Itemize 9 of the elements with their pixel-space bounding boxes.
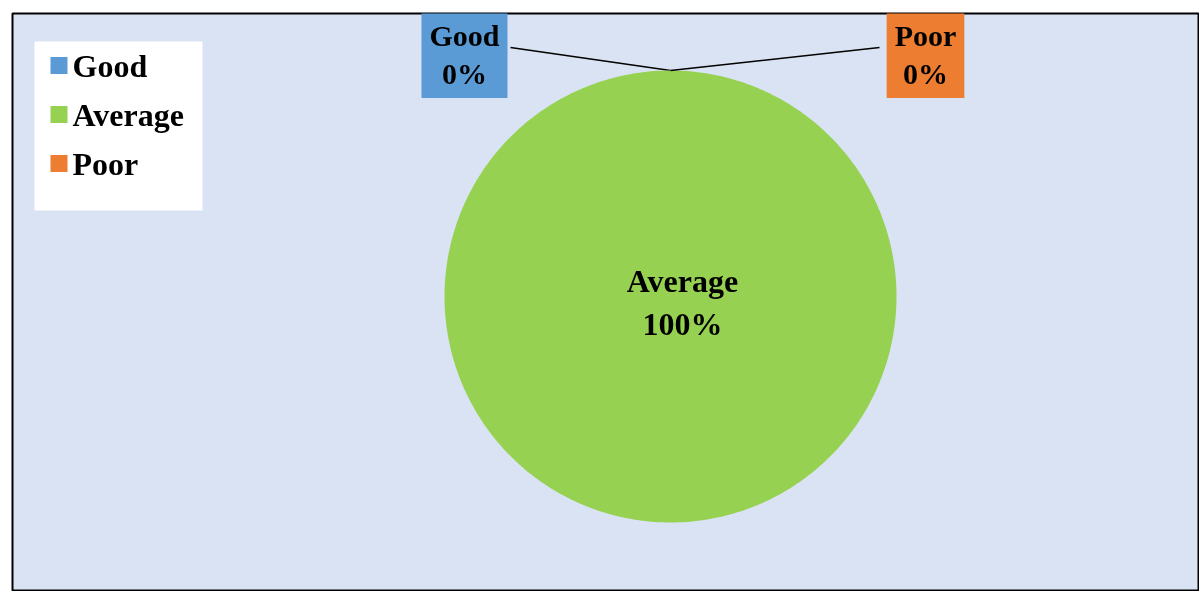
category-label: Poor [894, 19, 957, 53]
legend-label: Good [72, 47, 148, 84]
category-label: Good [429, 19, 500, 53]
text: 0% [442, 56, 487, 90]
legend-label: Poor [72, 145, 139, 182]
text: 0% [903, 56, 948, 90]
data-label: 100% [642, 306, 723, 343]
slice-label: Average [626, 262, 739, 299]
legend-label: Average [72, 96, 184, 133]
